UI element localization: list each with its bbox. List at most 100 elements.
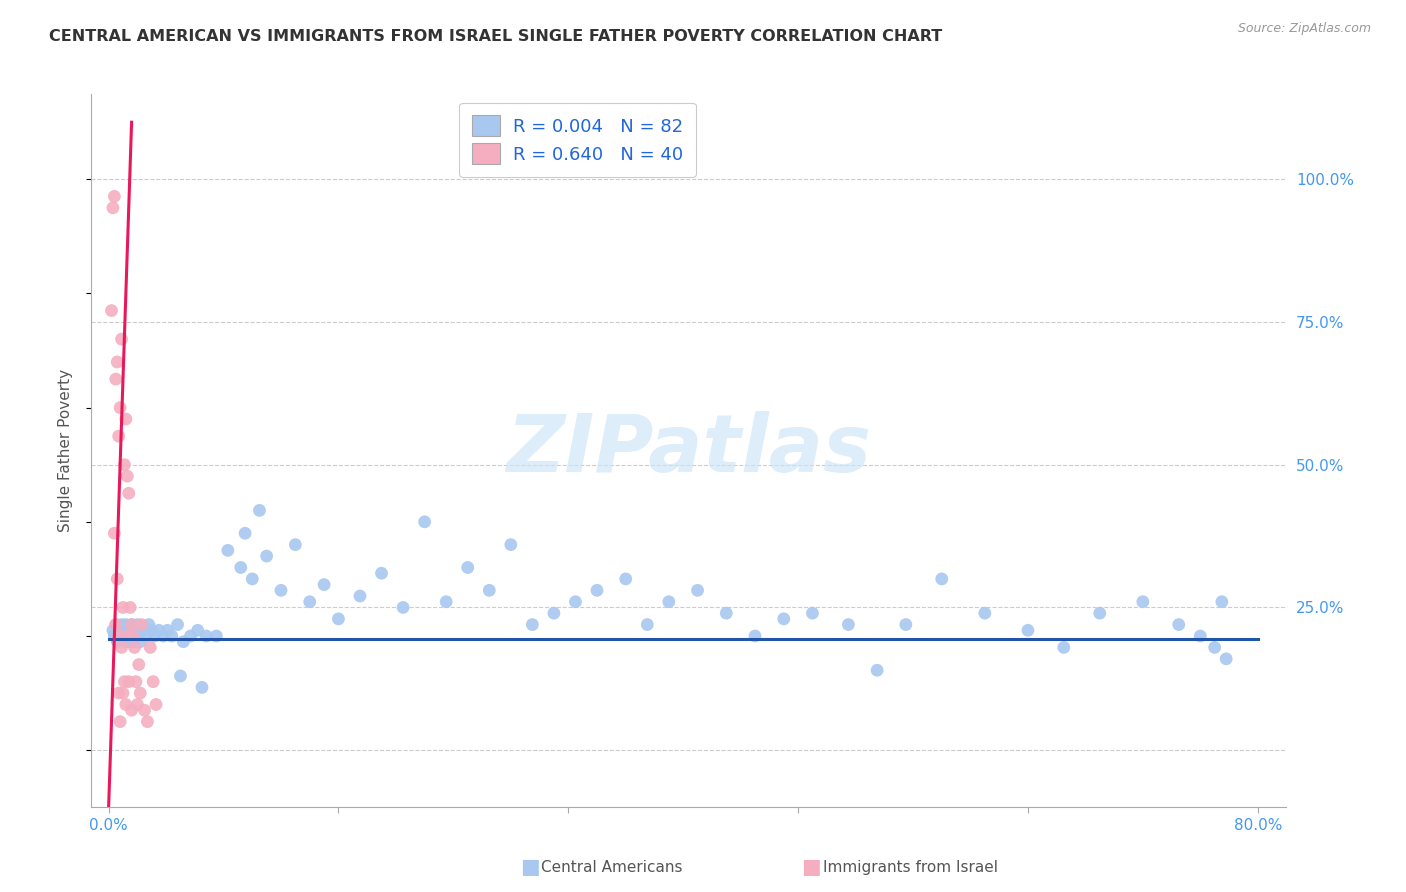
Point: [111, 600, 134, 615]
Point: [1053, 640, 1076, 655]
Point: [108, 629, 131, 643]
Point: [256, 549, 278, 563]
Point: [392, 600, 415, 615]
Point: [101, 624, 124, 638]
Point: [121, 703, 143, 717]
Point: [103, 629, 125, 643]
Point: [125, 629, 148, 643]
Point: [131, 617, 153, 632]
Point: [121, 617, 143, 632]
Text: ZIPatlas: ZIPatlas: [506, 411, 872, 490]
Point: [179, 629, 201, 643]
Point: [112, 629, 135, 643]
Point: [434, 595, 457, 609]
Point: [108, 714, 131, 729]
Point: [187, 624, 209, 638]
Point: [129, 686, 152, 700]
Point: [117, 634, 139, 648]
Point: [143, 629, 166, 643]
Point: [112, 458, 135, 472]
Point: [142, 674, 165, 689]
Point: [100, 303, 122, 318]
Point: [191, 681, 214, 695]
Point: [107, 429, 129, 443]
Point: [127, 617, 149, 632]
Point: [160, 629, 183, 643]
Point: [195, 629, 218, 643]
Point: [1088, 606, 1111, 620]
Point: [108, 401, 131, 415]
Point: [284, 538, 307, 552]
Point: [370, 566, 392, 581]
Point: [522, 617, 544, 632]
Point: [135, 629, 157, 643]
Point: [413, 515, 436, 529]
Point: [112, 674, 135, 689]
Point: [115, 698, 138, 712]
Text: CENTRAL AMERICAN VS IMMIGRANTS FROM ISRAEL SINGLE FATHER POVERTY CORRELATION CHA: CENTRAL AMERICAN VS IMMIGRANTS FROM ISRA…: [49, 29, 942, 44]
Text: Source: ZipAtlas.com: Source: ZipAtlas.com: [1237, 22, 1371, 36]
Point: [111, 624, 134, 638]
Point: [134, 703, 156, 717]
Point: [120, 629, 142, 643]
Point: [543, 606, 565, 620]
Point: [145, 698, 167, 712]
Point: [110, 640, 132, 655]
Point: [894, 617, 917, 632]
Point: [614, 572, 637, 586]
Point: [1204, 640, 1226, 655]
Point: [141, 624, 163, 638]
Point: [1189, 629, 1212, 643]
Point: [148, 624, 170, 638]
Point: [931, 572, 953, 586]
Point: [1215, 652, 1237, 666]
Point: [122, 629, 145, 643]
Point: [118, 486, 141, 500]
Point: [138, 617, 160, 632]
Point: [139, 640, 162, 655]
Point: [105, 572, 128, 586]
Point: [127, 698, 149, 712]
Point: [152, 629, 174, 643]
Point: [110, 332, 132, 346]
Point: [636, 617, 658, 632]
Point: [105, 355, 128, 369]
Point: [103, 526, 125, 541]
Point: [105, 634, 128, 648]
Text: Immigrants from Israel: Immigrants from Israel: [823, 860, 997, 874]
Point: [156, 624, 179, 638]
Point: [564, 595, 586, 609]
Point: [233, 526, 256, 541]
Point: [772, 612, 794, 626]
Point: [499, 538, 522, 552]
Point: [136, 714, 159, 729]
Point: [229, 560, 252, 574]
Point: [121, 617, 143, 632]
Point: [314, 577, 336, 591]
Point: [107, 629, 129, 643]
Point: [166, 617, 188, 632]
Point: [658, 595, 681, 609]
Point: [801, 606, 824, 620]
Point: [104, 372, 127, 386]
Point: [1017, 624, 1039, 638]
Point: [716, 606, 738, 620]
Point: [115, 412, 138, 426]
Point: [1211, 595, 1233, 609]
Point: [973, 606, 995, 620]
Point: [205, 629, 228, 643]
Point: [1132, 595, 1154, 609]
Point: [866, 663, 889, 677]
Point: [249, 503, 271, 517]
Text: ■: ■: [520, 857, 540, 877]
Point: [117, 469, 139, 483]
Point: [101, 201, 124, 215]
Point: [457, 560, 479, 574]
Point: [586, 583, 609, 598]
Point: [1167, 617, 1189, 632]
Point: [478, 583, 501, 598]
Point: [115, 617, 138, 632]
Point: [128, 657, 150, 672]
Point: [120, 600, 142, 615]
Point: [118, 624, 141, 638]
